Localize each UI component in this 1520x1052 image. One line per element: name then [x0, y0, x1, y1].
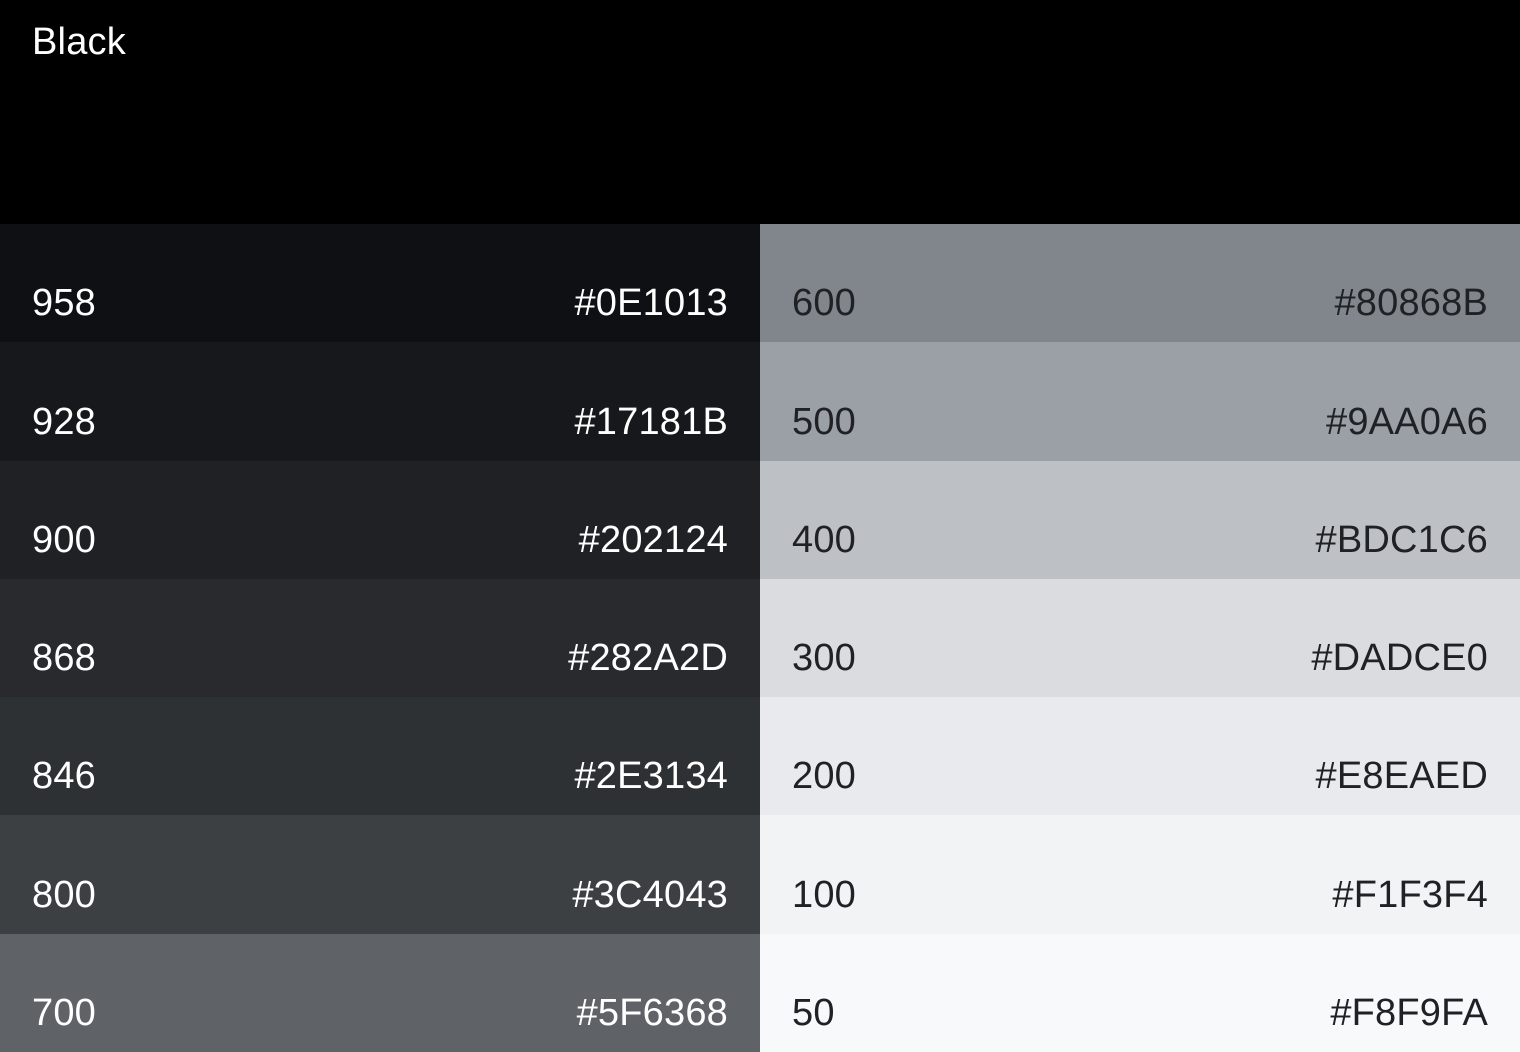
swatch-hex-label: #2E3134 — [574, 755, 728, 798]
swatch-column-light: 600 #80868B 500 #9AA0A6 400 #BDC1C6 300 … — [760, 224, 1520, 1052]
swatch-hex-label: #E8EAED — [1315, 755, 1488, 798]
swatch-hex-label: #17181B — [574, 400, 728, 443]
swatch-tone-label: 500 — [792, 400, 857, 443]
swatch-tone-label: 300 — [792, 637, 857, 680]
swatch-row-900: 900 #202124 — [0, 460, 760, 579]
swatch-tone-label: 868 — [32, 637, 97, 680]
swatch-tone-label: 100 — [792, 873, 857, 916]
swatch-hex-label: #80868B — [1334, 282, 1488, 325]
swatch-tone-label: 400 — [792, 518, 857, 561]
swatch-hex-label: #282A2D — [568, 637, 728, 680]
swatch-tone-label: 846 — [32, 755, 97, 798]
swatch-tone-label: 958 — [32, 282, 97, 325]
swatch-row-400: 400 #BDC1C6 — [760, 460, 1520, 579]
swatch-hex-label: #0E1013 — [574, 282, 728, 325]
swatch-hex-label: #DADCE0 — [1311, 637, 1488, 680]
swatch-tone-label: 900 — [32, 518, 97, 561]
swatch-row-50: 50 #F8F9FA — [760, 933, 1520, 1052]
swatch-hex-label: #BDC1C6 — [1315, 518, 1488, 561]
swatch-row-700: 700 #5F6368 — [0, 933, 760, 1052]
swatch-hex-label: #5F6368 — [576, 991, 728, 1034]
swatch-tone-label: 600 — [792, 282, 857, 325]
swatch-hex-label: #F8F9FA — [1330, 991, 1488, 1034]
swatch-tone-label: 800 — [32, 873, 97, 916]
swatch-hex-label: #F1F3F4 — [1332, 873, 1488, 916]
swatch-tone-label: 928 — [32, 400, 97, 443]
swatch-row-846: 846 #2E3134 — [0, 697, 760, 816]
swatch-row-800: 800 #3C4043 — [0, 815, 760, 934]
palette-title: Black — [32, 21, 126, 63]
swatch-row-868: 868 #282A2D — [0, 578, 760, 698]
swatch-tone-label: 50 — [792, 991, 835, 1034]
swatch-hex-label: #3C4043 — [572, 873, 728, 916]
swatch-row-928: 928 #17181B — [0, 342, 760, 461]
swatch-row-500: 500 #9AA0A6 — [760, 342, 1520, 461]
swatch-row-100: 100 #F1F3F4 — [760, 815, 1520, 934]
swatch-tone-label: 700 — [32, 991, 97, 1034]
swatch-row-300: 300 #DADCE0 — [760, 578, 1520, 698]
swatch-hex-label: #202124 — [578, 518, 728, 561]
swatch-row-200: 200 #E8EAED — [760, 697, 1520, 816]
swatch-row-600: 600 #80868B — [760, 224, 1520, 343]
swatch-column-dark: 958 #0E1013 928 #17181B 900 #202124 868 … — [0, 224, 760, 1052]
swatch-row-958: 958 #0E1013 — [0, 224, 760, 343]
palette-header: Black — [0, 0, 1520, 224]
swatch-tone-label: 200 — [792, 755, 857, 798]
swatch-hex-label: #9AA0A6 — [1326, 400, 1488, 443]
swatch-grid: 958 #0E1013 928 #17181B 900 #202124 868 … — [0, 224, 1520, 1052]
